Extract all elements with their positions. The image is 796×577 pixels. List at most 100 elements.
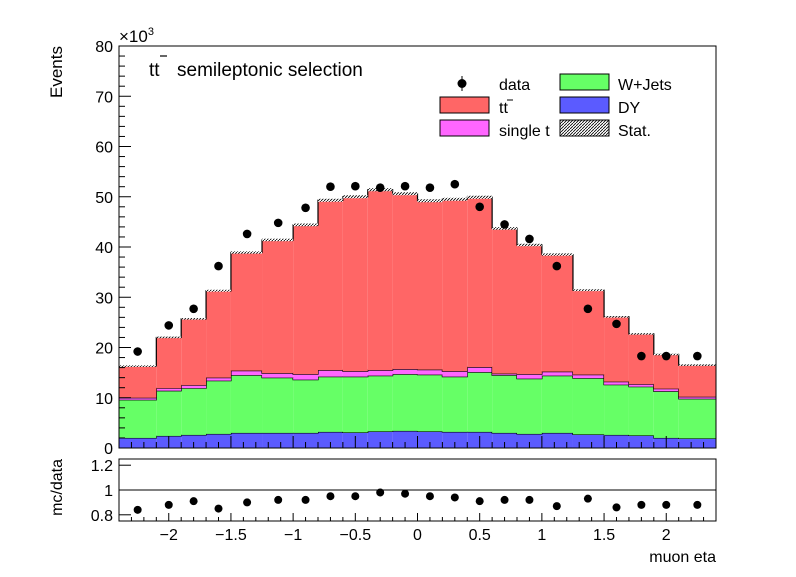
stat-band-8 (342, 195, 368, 199)
bar-dy-7 (318, 431, 343, 448)
x-tick-label-7: 1.5 (593, 527, 615, 544)
bar-tt-5 (262, 239, 294, 374)
bar-dy-16 (541, 432, 573, 448)
bar-tt-13 (467, 197, 493, 368)
bar-single-t-20 (653, 388, 679, 392)
bar-single-t-16 (541, 371, 573, 376)
ratio-points (133, 488, 702, 514)
ratio-point-17 (583, 494, 592, 503)
ratio-point-6 (301, 495, 310, 504)
ratio-point-7 (326, 492, 335, 501)
ratio-point-8 (351, 492, 360, 501)
legend-entry-dy: DY (559, 96, 641, 117)
data-point-17 (583, 304, 593, 314)
legend-entry-ttbar: tt (439, 96, 513, 117)
ratio-point-0 (133, 505, 142, 514)
bar-w-jets-19 (628, 386, 654, 436)
bar-dy-5 (262, 432, 294, 448)
ratio-point-19 (637, 500, 646, 509)
data-point-12 (450, 179, 460, 189)
bar-single-t-5 (262, 373, 294, 378)
bar-dy-2 (181, 434, 207, 448)
data-point-4 (242, 229, 252, 239)
ratio-point-9 (376, 488, 385, 497)
stat-band-15 (517, 243, 542, 247)
ratio-point-4 (243, 498, 252, 507)
title-text: semileptonic selection (177, 60, 363, 81)
bar-dy-19 (628, 435, 654, 448)
x-tick-label-5: 0.5 (469, 527, 491, 544)
data-point-9 (375, 183, 385, 193)
data-point-19 (637, 351, 646, 361)
bar-tt-8 (342, 196, 368, 372)
bar-single-t-13 (467, 367, 493, 373)
ratio-y-tick-label-1: 1 (104, 483, 113, 500)
y-tick-label-5: 50 (95, 190, 113, 207)
stat-band-10 (392, 192, 418, 196)
y-tick-label-4: 40 (95, 240, 113, 257)
bar-w-jets-4 (230, 375, 263, 433)
ratio-point-18 (612, 503, 621, 512)
stat-band-17 (572, 289, 605, 292)
stat-band-11 (417, 199, 443, 203)
data-points (133, 179, 702, 361)
bar-dy-11 (417, 431, 443, 448)
y-tick-label-8: 80 (95, 39, 113, 56)
bar-w-jets-2 (181, 388, 207, 435)
bar-tt-9 (367, 189, 393, 371)
legend-entry-stat: Stat. (559, 119, 651, 140)
ratio-point-2 (189, 497, 198, 506)
ratio-point-11 (425, 492, 434, 501)
ratio-y-axis: 0.8 1 1.2 (91, 458, 131, 525)
ratio-point-15 (525, 495, 534, 504)
stat-band-7 (318, 198, 343, 202)
bar-dy-14 (492, 432, 517, 448)
data-point-16 (552, 261, 562, 271)
legend-label-singlet: single t (499, 123, 550, 140)
bar-single-t-17 (572, 374, 605, 379)
data-point-15 (525, 234, 534, 244)
x-tick-label-2: −1 (284, 527, 302, 544)
data-point-21 (693, 351, 702, 361)
bar-single-t-6 (293, 374, 318, 380)
x-tick-label-6: 1 (537, 527, 546, 544)
legend-label-stat: Stat. (618, 123, 651, 140)
data-point-10 (400, 181, 410, 191)
bar-w-jets-6 (293, 379, 318, 433)
data-point-2 (189, 304, 198, 314)
data-point-7 (326, 182, 335, 191)
legend-label-wjets: W+Jets (618, 77, 672, 94)
bar-tt-3 (206, 290, 231, 378)
bar-w-jets-3 (206, 380, 231, 434)
bar-tt-11 (417, 200, 443, 370)
data-point-0 (133, 347, 142, 356)
y-tick-label-1: 10 (95, 391, 113, 408)
bar-w-jets-13 (467, 372, 493, 432)
ratio-point-10 (401, 489, 410, 498)
y-tick-label-2: 20 (95, 341, 113, 358)
bar-tt-6 (293, 224, 318, 375)
bar-single-t-7 (318, 370, 343, 377)
x-axis-label: muon eta (649, 549, 716, 566)
x-tick-label-0: −2 (160, 527, 178, 544)
legend: data W+Jets tt DY single t Stat. (439, 73, 672, 140)
bar-single-t-4 (230, 370, 263, 376)
bar-tt-2 (181, 318, 207, 386)
bar-w-jets-17 (572, 378, 605, 435)
legend-label-dy: DY (618, 100, 641, 117)
bar-dy-10 (392, 430, 418, 448)
y-tick-label-6: 60 (95, 140, 113, 157)
stat-band-2 (181, 318, 207, 320)
bar-single-t-14 (492, 373, 517, 376)
y-multiplier: ×103 (119, 26, 154, 46)
bar-single-t-12 (442, 371, 468, 377)
stat-band-0 (119, 365, 157, 367)
data-point-3 (214, 261, 223, 271)
bar-single-t-2 (181, 385, 207, 389)
bar-single-t-8 (342, 371, 368, 377)
bar-single-t-0 (119, 397, 157, 400)
stat-band-1 (156, 336, 182, 339)
stat-band-21 (678, 364, 716, 366)
bar-tt-1 (156, 337, 182, 389)
